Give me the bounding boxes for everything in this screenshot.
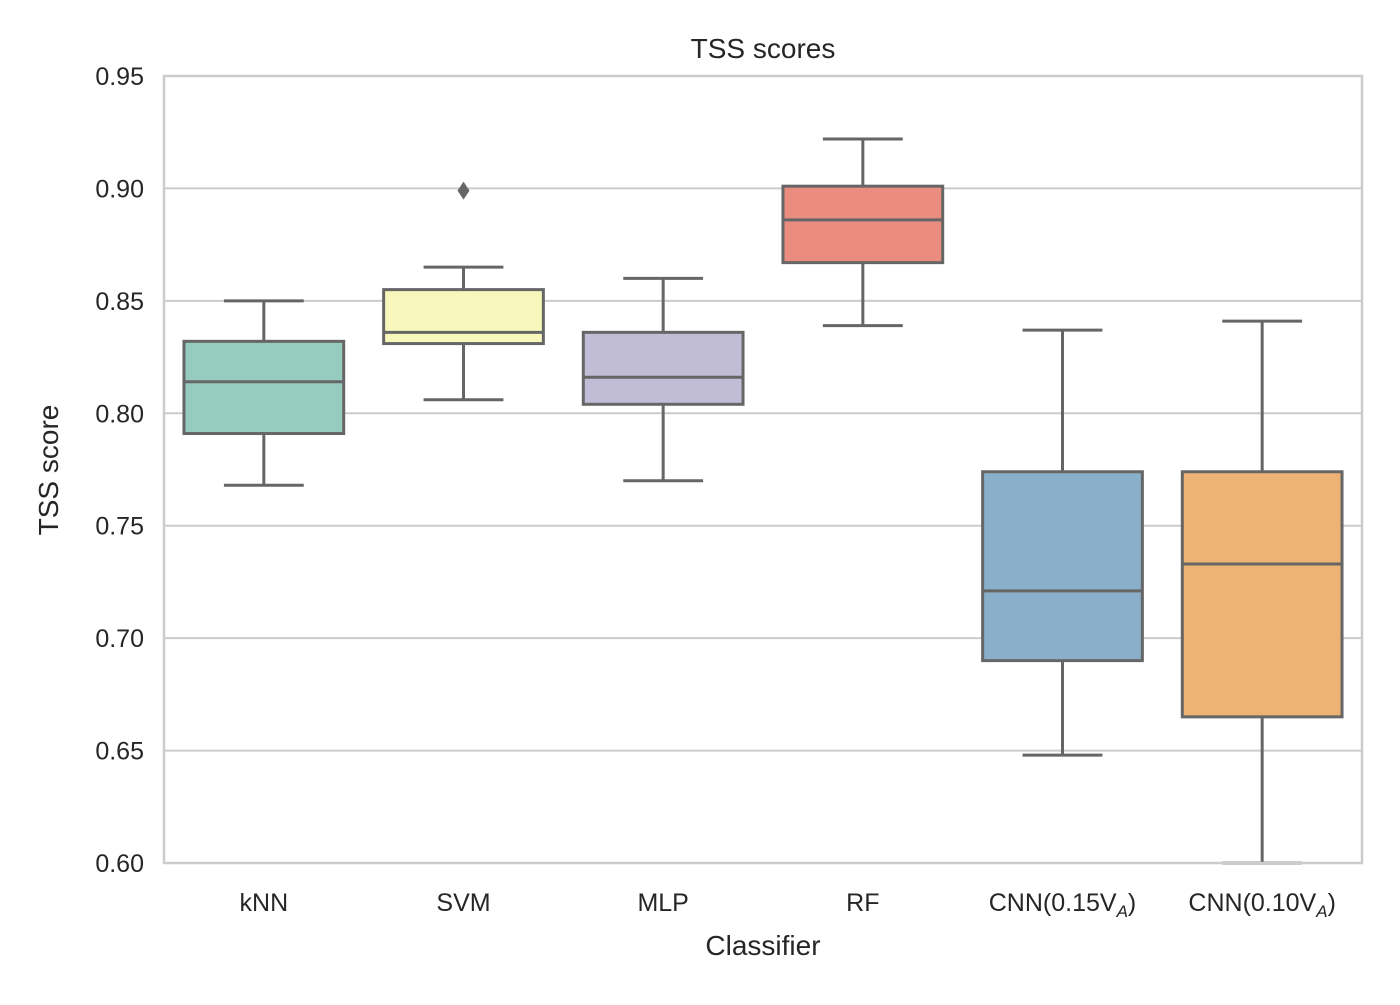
y-tick-label: 0.90 <box>95 175 144 203</box>
y-tick-label: 0.95 <box>95 63 144 91</box>
x-tick-label: RF <box>846 889 879 917</box>
box-group <box>981 328 1144 757</box>
y-tick-label: 0.70 <box>95 625 144 653</box>
x-tick-label: SVM <box>436 889 490 917</box>
y-tick-label: 0.80 <box>95 400 144 428</box>
iqr-box <box>981 470 1144 663</box>
box-group <box>581 276 745 483</box>
box-group <box>382 181 545 402</box>
x-axis-label: Classifier <box>705 930 820 961</box>
iqr-box <box>182 339 346 436</box>
y-tick-label: 0.60 <box>95 850 144 878</box>
iqr-box <box>382 288 545 346</box>
box-group <box>1180 319 1344 865</box>
chart-title: TSS scores <box>691 33 836 64</box>
x-tick-label: CNN(0.15VA) <box>989 889 1137 921</box>
x-tick-label: kNN <box>240 889 289 917</box>
x-tick-label: CNN(0.10VA) <box>1188 889 1336 921</box>
y-tick-label: 0.65 <box>95 738 144 766</box>
y-tick-label: 0.85 <box>95 288 144 316</box>
iqr-box <box>781 184 945 265</box>
box-layer <box>182 137 1344 865</box>
x-tick-labels: kNN SVM MLP RF CNN(0.15VA) CNN(0.10VA) <box>240 889 1336 921</box>
iqr-box <box>581 330 745 406</box>
plot-frame <box>162 74 1364 865</box>
grid-layer <box>164 187 1362 752</box>
x-tick-label: MLP <box>637 889 688 917</box>
box-group <box>781 137 945 328</box>
y-tick-labels: 0.60 0.65 0.70 0.75 0.80 0.85 0.90 0.95 <box>95 63 144 878</box>
y-axis-label: TSS score <box>33 405 64 536</box>
y-tick-label: 0.75 <box>95 513 144 541</box>
outlier-point <box>457 181 470 200</box>
iqr-box <box>1180 470 1344 719</box>
box-group <box>182 299 346 487</box>
